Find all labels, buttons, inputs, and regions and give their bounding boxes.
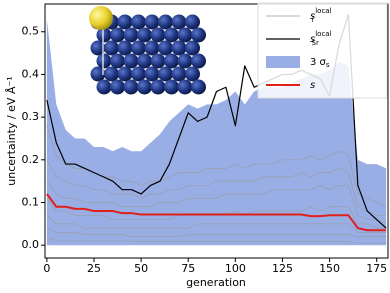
atom	[144, 14, 160, 30]
atom	[150, 27, 166, 43]
local-uncertainty-line	[46, 215, 387, 233]
atom	[123, 27, 139, 43]
legend-sup: local	[315, 30, 331, 38]
y-tick-label: 0.5	[22, 25, 40, 38]
series-line	[46, 193, 387, 232]
uncertainty-band	[46, 18, 387, 246]
atom	[177, 27, 193, 43]
atom	[110, 79, 125, 95]
legend-name: 3 σ	[310, 57, 327, 68]
atom	[104, 66, 119, 82]
atom	[171, 40, 187, 56]
atom	[137, 27, 152, 43]
x-tick-label: 125	[272, 262, 293, 275]
atom	[104, 40, 119, 56]
legend-sup: local	[315, 7, 331, 15]
atom	[117, 40, 133, 56]
legend-name: s	[310, 11, 315, 22]
atom	[90, 40, 106, 56]
atom	[137, 53, 152, 69]
y-tick-label: 0.2	[22, 153, 40, 166]
atom	[131, 66, 146, 82]
local-uncertainty-line	[46, 159, 387, 216]
y-tick-label: 0.1	[22, 196, 40, 209]
atom	[185, 14, 200, 30]
x-tick-label: 150	[319, 262, 340, 275]
atom	[191, 79, 206, 95]
atom	[144, 66, 160, 82]
atom	[117, 66, 133, 82]
atom	[191, 27, 206, 43]
x-tick-label: 0	[43, 262, 50, 275]
atom	[177, 53, 193, 69]
atom	[158, 40, 173, 56]
legend-label: slocal i	[310, 7, 332, 24]
atom	[164, 79, 179, 95]
legend-label: slocal Sr	[310, 30, 332, 47]
atom	[150, 53, 166, 69]
atom	[137, 79, 152, 95]
adsorbate-atom	[89, 6, 113, 30]
atom	[90, 66, 106, 82]
y-tick-label: 0.3	[22, 110, 40, 123]
atom	[96, 27, 112, 43]
atom	[150, 79, 166, 95]
y-axis-title: uncertainty / eV Å⁻¹	[5, 76, 18, 185]
atom	[144, 40, 160, 56]
atom	[110, 27, 125, 43]
x-tick-label: 25	[87, 262, 101, 275]
x-tick-label: 75	[181, 262, 195, 275]
legend-name: s	[310, 80, 315, 91]
legend-sub: s	[326, 61, 330, 69]
atom	[123, 79, 139, 95]
atom	[164, 53, 179, 69]
atom	[171, 14, 187, 30]
x-axis-title: generation	[186, 276, 246, 289]
y-tick-label: 0.4	[22, 67, 40, 80]
legend-name: s	[310, 34, 315, 45]
atom	[131, 40, 146, 56]
y-tick-label: 0.0	[22, 238, 40, 251]
local-uncertainty-line	[46, 180, 387, 225]
legend-label: 3 σs	[310, 57, 330, 69]
inset-image	[88, 2, 206, 97]
atom	[185, 40, 200, 56]
legend-sub: i	[312, 16, 314, 24]
local-uncertainty-line	[46, 227, 387, 238]
atom	[123, 53, 139, 69]
legend-box	[257, 2, 388, 99]
legend-label: s	[310, 80, 315, 91]
legend-sub: Sr	[312, 39, 319, 47]
x-tick-label: 175	[366, 262, 387, 275]
atom	[164, 27, 179, 43]
atom	[96, 53, 112, 69]
atom	[96, 79, 112, 95]
atom	[158, 66, 173, 82]
plot-frame	[44, 3, 389, 259]
x-tick-label: 100	[225, 262, 246, 275]
atom	[158, 14, 173, 30]
atom	[117, 14, 133, 30]
atom	[191, 53, 206, 69]
atom	[110, 53, 125, 69]
local-uncertainty-line	[46, 236, 387, 244]
atom	[177, 79, 193, 95]
atom	[131, 14, 146, 30]
atom	[171, 66, 187, 82]
x-tick-label: 50	[134, 262, 148, 275]
legend-swatch	[266, 56, 300, 68]
atom	[185, 66, 200, 82]
